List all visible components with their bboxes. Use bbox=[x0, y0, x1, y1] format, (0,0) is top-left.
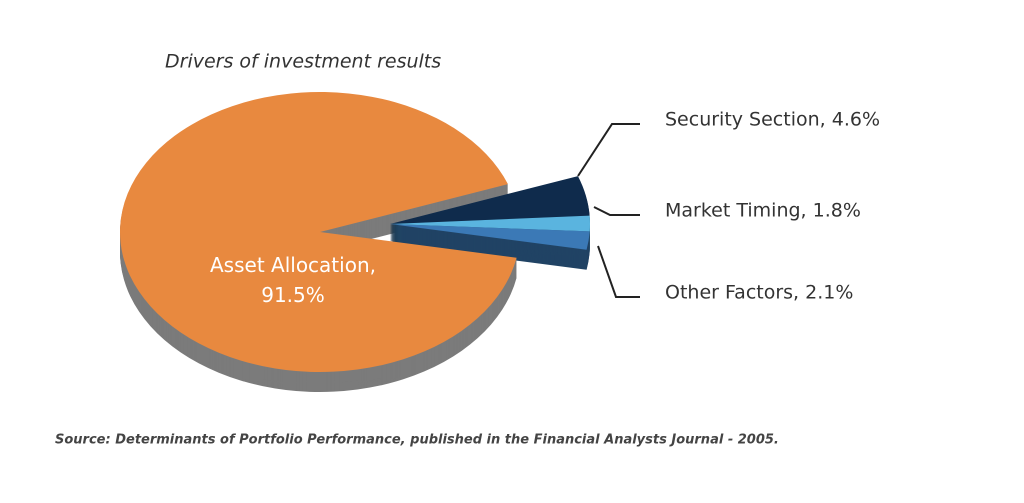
slice-label: Security Section, 4.6% bbox=[665, 109, 880, 131]
slice bbox=[390, 176, 590, 224]
slice-label: Market Timing, 1.8% bbox=[665, 200, 861, 222]
slice bbox=[390, 224, 590, 250]
leader-line bbox=[593, 206, 640, 216]
chart-title: Drivers of investment results bbox=[165, 51, 441, 73]
source-note: Source: Determinants of Portfolio Perfor… bbox=[55, 433, 779, 448]
leader-line bbox=[597, 245, 640, 298]
slice bbox=[390, 215, 590, 232]
slice-label: Asset Allocation, 91.5% bbox=[210, 253, 376, 307]
slice bbox=[120, 91, 517, 372]
leader-line bbox=[577, 123, 640, 177]
slice-label: Other Factors, 2.1% bbox=[665, 282, 853, 304]
